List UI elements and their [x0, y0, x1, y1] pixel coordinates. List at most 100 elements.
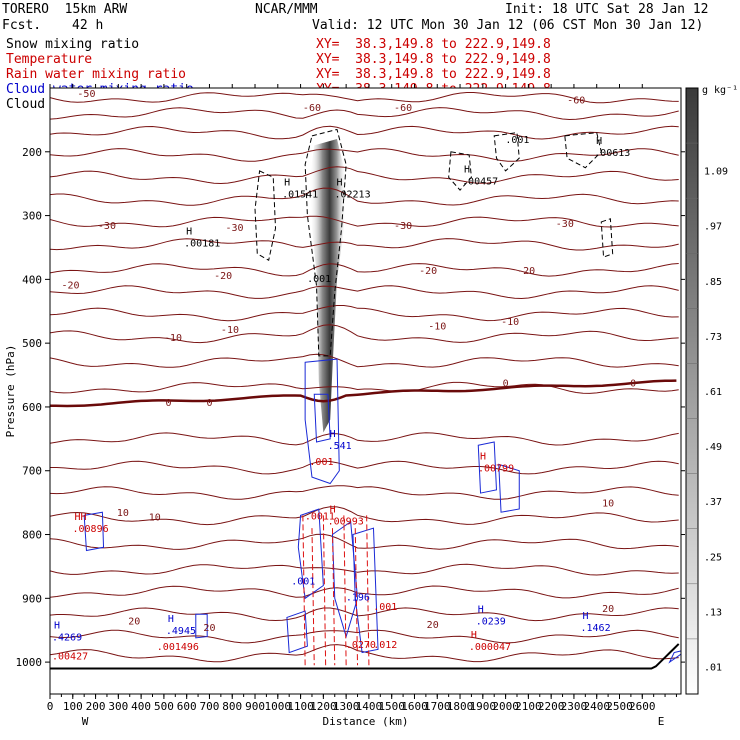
temperature-label: -20 [61, 280, 79, 291]
y-tick-label: 200 [22, 146, 42, 159]
temperature-label: -30 [225, 223, 243, 234]
temperature-contour [50, 585, 679, 599]
temperature-label: -30 [556, 219, 574, 230]
cloud-water-contour [498, 463, 520, 513]
colorbar-label: .85 [704, 277, 722, 288]
rain-water-contour [311, 528, 315, 666]
x-tick-label: 200 [86, 700, 106, 713]
x-axis-label: Distance (km) [322, 715, 408, 728]
temperature-contour [50, 432, 679, 446]
temperature-label: -30 [394, 221, 412, 232]
extremum-value: .00613 [594, 148, 630, 159]
extremum-value: .0270 [346, 640, 376, 651]
extremum-value: .02213 [334, 189, 370, 200]
y-tick-label: 800 [22, 529, 42, 542]
temperature-label: -20 [419, 266, 437, 277]
extremum-value: .001 [291, 576, 315, 587]
freezing-level-contour [50, 379, 677, 408]
forecast-hours: 42 h [72, 18, 104, 33]
extremum-marker: H [596, 136, 602, 147]
temperature-contour [50, 324, 679, 344]
temperature-label: -10 [428, 321, 446, 332]
cloud-water-contour [477, 441, 498, 494]
cloud-water-contour [668, 650, 681, 664]
temperature-contour [50, 563, 679, 576]
extremum-value: .541 [328, 441, 352, 452]
org-label: NCAR/MMM [255, 2, 318, 17]
snow-mixing-contour [600, 218, 614, 258]
extremum-value: .001 [309, 457, 333, 468]
colorbar-label: .97 [704, 222, 722, 233]
colorbar-label: .25 [704, 552, 722, 563]
forecast-label: Fcst. [2, 18, 42, 33]
y-tick-label: 500 [22, 337, 42, 350]
x-tick-label: 2500 [606, 700, 633, 713]
field-xy-range: XY= 38.3,149.8 to 222.9,149.8 [316, 52, 551, 67]
temperature-label: -60 [394, 103, 412, 114]
rain-water-contour [322, 515, 327, 666]
temperature-label: -60 [567, 95, 585, 106]
temperature-label: 0 [503, 379, 509, 390]
cloud-water-contour [313, 393, 331, 443]
extremum-marker: H [471, 630, 477, 641]
snow-mixing-contour [448, 151, 472, 191]
x-tick-label: 900 [245, 700, 265, 713]
extremum-marker: H [464, 164, 470, 175]
field-xy-range: XY= 38.3,149.8 to 222.9,149.8 [316, 67, 551, 82]
x-tick-label: 1900 [470, 700, 497, 713]
temperature-contour [50, 263, 679, 277]
x-tick-label: 1300 [333, 700, 360, 713]
extremum-value: .00457 [462, 176, 498, 187]
temperature-label: -50 [77, 89, 95, 100]
model-title: TORERO 15km ARW [2, 2, 128, 17]
temperature-label: 0 [630, 379, 636, 390]
x-tick-label: 1100 [287, 700, 314, 713]
x-axis-west-label: W [82, 715, 89, 728]
cloud-water-contour [83, 511, 105, 552]
x-tick-label: 1700 [424, 700, 451, 713]
x-tick-label: 300 [108, 700, 128, 713]
extremum-value: .00427 [52, 652, 88, 663]
x-tick-label: 2200 [538, 700, 565, 713]
extremum-value: .00799 [478, 464, 514, 475]
rain-water-contour [366, 515, 370, 666]
plot-content: -60 -60 -60 -50 -30 -30 -30 -30 -20 -20 -20 -20 -10 -… [50, 89, 681, 670]
colorbar-unit: g kg⁻¹ [702, 85, 738, 96]
snow-mixing-contour [493, 132, 520, 172]
colorbar-label: .49 [704, 442, 722, 453]
temperature-label: 0 [165, 398, 171, 409]
y-tick-label: 300 [22, 210, 42, 223]
y-tick-label: 700 [22, 465, 42, 478]
x-tick-label: 2300 [561, 700, 588, 713]
temperature-label: 10 [602, 499, 614, 510]
colorbar-label: .13 [704, 607, 722, 618]
temperature-contour [50, 485, 679, 500]
extremum-value: .00896 [73, 524, 109, 535]
cloud-water-contour [304, 358, 340, 485]
x-axis-east-label: E [658, 715, 665, 728]
extremum-marker: H [480, 452, 486, 463]
plot-frame [49, 87, 682, 695]
extremum-marker: H [336, 177, 342, 188]
extremum-value: .1462 [580, 623, 610, 634]
temperature-contour [50, 353, 679, 368]
temperature-label: -10 [501, 317, 519, 328]
rain-water-contour [302, 515, 306, 666]
field-name: Rain water mixing ratio [6, 67, 187, 82]
temperature-label: 20 [602, 604, 614, 615]
terrain-line [50, 643, 680, 670]
temperature-label: -10 [221, 325, 239, 336]
extremum-marker: H [284, 177, 290, 188]
extremum-value: .001 [373, 602, 397, 613]
extremum-marker: H [478, 605, 484, 616]
y-tick-label: 900 [22, 592, 42, 605]
temperature-label: 20 [128, 617, 140, 628]
x-tick-label: 1200 [310, 700, 337, 713]
field-name: Temperature [6, 52, 93, 67]
field-xy-range: XY= 38.3,149.8 to 222.9,149.8 [316, 37, 551, 52]
extremum-marker: H [330, 429, 336, 440]
temperature-contour [50, 107, 679, 121]
extremum-value: .001 [505, 135, 529, 146]
temperature-contour [50, 305, 679, 322]
